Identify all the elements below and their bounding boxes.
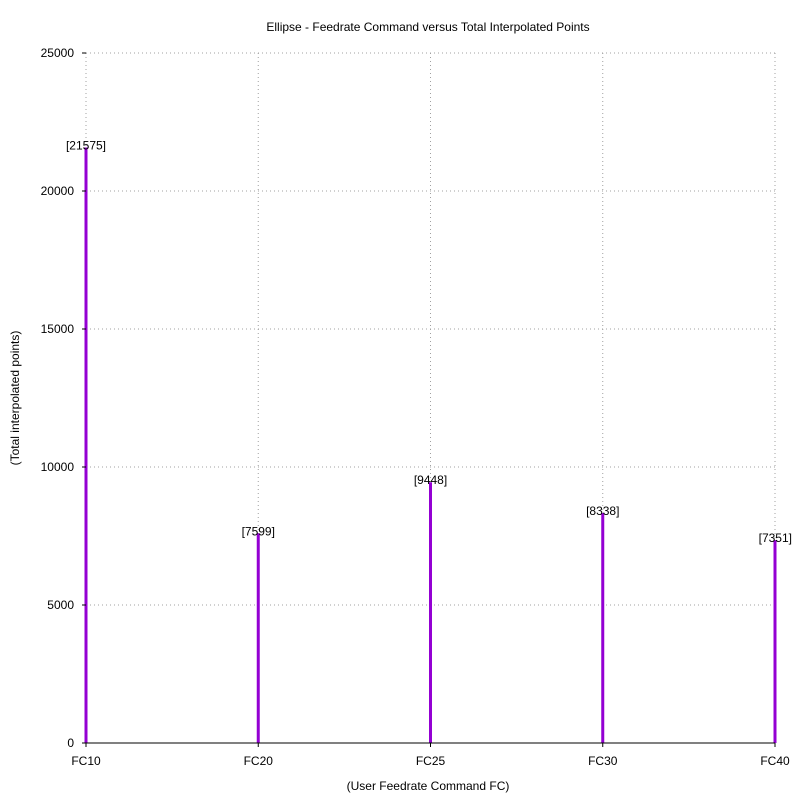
- y-tick-label: 5000: [47, 598, 74, 612]
- y-tick-label: 20000: [41, 184, 75, 198]
- x-tick-label: FC30: [588, 754, 618, 768]
- data-label: [21575]: [66, 139, 106, 153]
- y-tick-label: 15000: [41, 322, 75, 336]
- chart-title: Ellipse - Feedrate Command versus Total …: [266, 20, 589, 34]
- x-tick-label: FC25: [416, 754, 446, 768]
- data-label: [7599]: [242, 524, 275, 538]
- data-label: [9448]: [414, 473, 447, 487]
- x-tick-label: FC20: [244, 754, 274, 768]
- bars: [84, 147, 777, 743]
- y-axis-label: (Total interpolated points): [8, 331, 22, 466]
- y-tick-label: 25000: [41, 46, 75, 60]
- data-label: [7351]: [759, 531, 792, 545]
- data-label: [8338]: [586, 504, 619, 518]
- x-tick-label: FC10: [71, 754, 101, 768]
- data-labels: [21575] [7599] [9448] [8338] [7351]: [66, 139, 792, 546]
- ticks: 0 5000 10000 15000 20000 25000 FC10 FC20 FC25 FC3…: [41, 46, 790, 768]
- x-axis-label: (User Feedrate Command FC): [347, 779, 510, 793]
- y-tick-label: 0: [67, 736, 74, 750]
- y-tick-label: 10000: [41, 460, 75, 474]
- x-tick-label: FC40: [760, 754, 790, 768]
